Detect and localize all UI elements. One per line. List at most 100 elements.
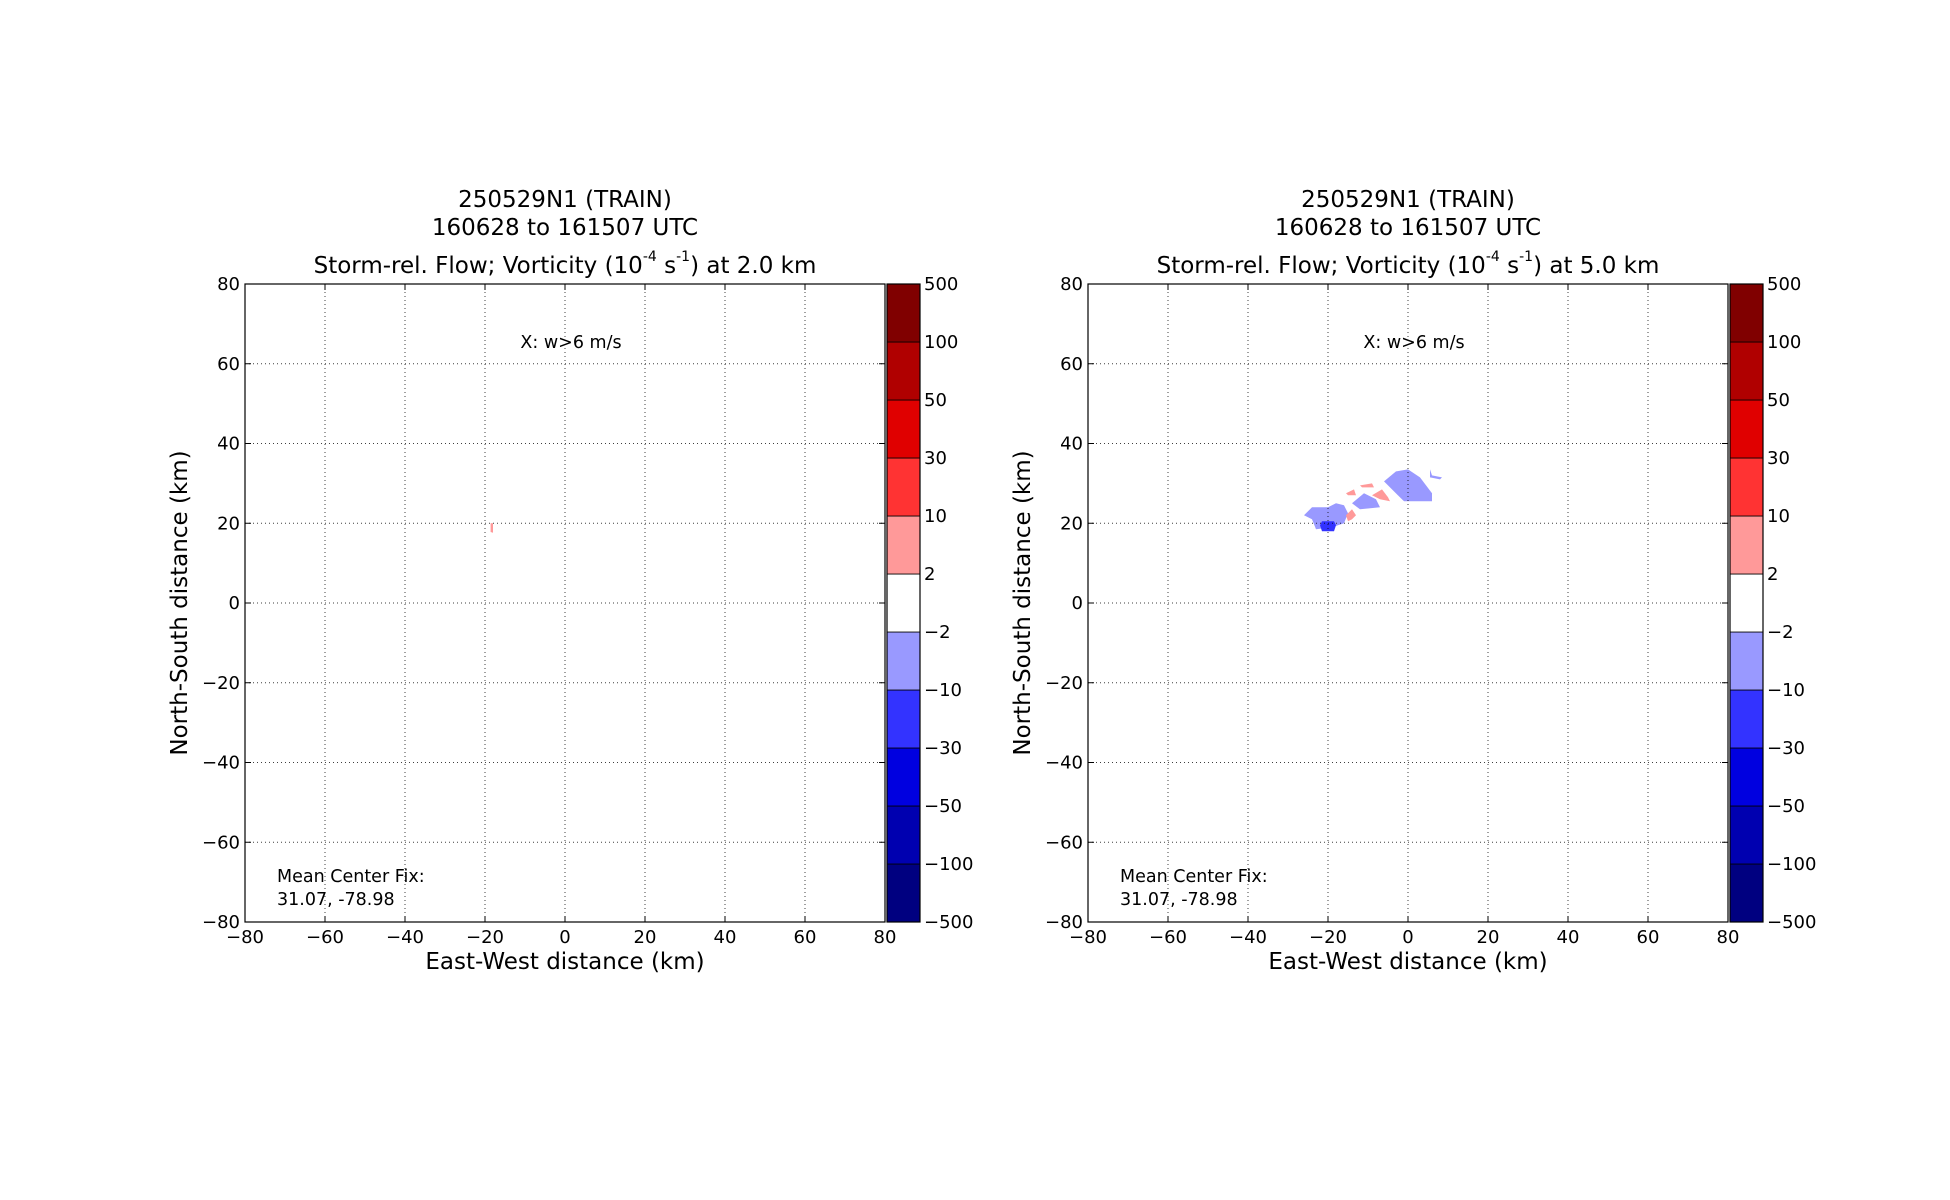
title-mid: s (656, 253, 677, 279)
colorbar-segment (886, 457, 921, 517)
title-prefix: Storm-rel. Flow; Vorticity (10 (1156, 253, 1486, 279)
y-tick-label: 60 (217, 354, 240, 375)
y-tick-label: −80 (202, 912, 240, 933)
colorbar-segment (886, 863, 921, 923)
annotation-center-fix: Mean Center Fix: (277, 867, 425, 887)
title-suffix: ) at 2.0 km (690, 253, 817, 279)
y-tick-label: 0 (229, 593, 240, 614)
chart-title-line3: Storm-rel. Flow; Vorticity (10-4 s-1) at… (1008, 249, 1808, 280)
x-tick-label: 80 (1717, 927, 1740, 948)
vorticity-region (1360, 483, 1374, 488)
y-tick-label: −60 (202, 832, 240, 853)
y-tick-label: 0 (1072, 593, 1083, 614)
x-tick-label: 60 (1637, 927, 1660, 948)
colorbar-tick-label: 50 (924, 390, 947, 411)
annotation-center-fix: 31.07, -78.98 (277, 890, 395, 910)
colorbar-segment (1729, 747, 1764, 807)
colorbar-segment (1729, 805, 1764, 865)
colorbar-tick-label: 30 (1767, 448, 1790, 469)
colorbar-segment (886, 573, 921, 633)
colorbar-tick-label: −100 (924, 854, 973, 875)
x-tick-label: −60 (306, 927, 344, 948)
colorbar-segment (886, 341, 921, 401)
x-tick-label: 80 (874, 927, 897, 948)
x-tick-label: −20 (1309, 927, 1347, 948)
vorticity-region (1320, 521, 1336, 532)
colorbar-segment (1729, 457, 1764, 517)
colorbar-tick-label: 100 (1767, 332, 1801, 353)
colorbar-segment (1729, 515, 1764, 575)
colorbar-segment (886, 747, 921, 807)
panel-right: 250529N1 (TRAIN) 160628 to 161507 UTC St… (843, 0, 1818, 1200)
chart-title-line2: 160628 to 161507 UTC (1274, 215, 1542, 241)
colorbar-tick-label: 10 (924, 506, 947, 527)
vorticity-region (490, 523, 493, 533)
colorbar-tick-label: 2 (1767, 564, 1778, 585)
y-tick-label: 80 (1060, 274, 1083, 295)
colorbar-frame (886, 283, 921, 923)
colorbar-tick-label: −100 (1767, 854, 1816, 875)
chart-title-line2: 160628 to 161507 UTC (431, 215, 699, 241)
colorbar-tick-label: 2 (924, 564, 935, 585)
x-tick-label: 60 (794, 927, 817, 948)
y-tick-label: 40 (1060, 434, 1083, 455)
colorbar-tick-label: −500 (1767, 912, 1816, 933)
colorbar-frame (1729, 283, 1764, 923)
y-tick-label: 80 (217, 274, 240, 295)
colorbar-segment (1729, 863, 1764, 923)
colorbar-tick-label: 10 (1767, 506, 1790, 527)
y-tick-label: 20 (217, 513, 240, 534)
y-tick-label: −40 (202, 753, 240, 774)
vorticity-region (1346, 509, 1356, 522)
colorbar-segment (886, 515, 921, 575)
x-tick-label: 20 (1477, 927, 1500, 948)
annotation-w-threshold: X: w>6 m/s (520, 333, 621, 353)
y-tick-label: −60 (1045, 832, 1083, 853)
chart-title-line1: 250529N1 (TRAIN) (458, 187, 672, 213)
colorbar-tick-label: −30 (924, 738, 962, 759)
colorbar-tick-label: −2 (1767, 622, 1794, 643)
annotation-center-fix: Mean Center Fix: (1120, 867, 1268, 887)
title-exponent-2: -1 (676, 249, 691, 265)
colorbar-segment (1729, 573, 1764, 633)
x-tick-label: 40 (714, 927, 737, 948)
y-tick-label: −20 (1045, 673, 1083, 694)
annotation-w-threshold: X: w>6 m/s (1363, 333, 1464, 353)
y-tick-label: 40 (217, 434, 240, 455)
colorbar-segment (1729, 341, 1764, 401)
vorticity-plot: −80 −60 −40 −20 0 20 40 60 80 −80 −60 −40 −20 0 20 40 60… (1010, 274, 1816, 975)
x-axis-label: East-West distance (km) (1268, 949, 1547, 975)
x-axis-label: East-West distance (km) (425, 949, 704, 975)
x-tick-label: −40 (386, 927, 424, 948)
title-exponent-2: -1 (1519, 249, 1534, 265)
vorticity-region (1430, 469, 1442, 480)
x-tick-label: −40 (1229, 927, 1267, 948)
colorbar-tick-label: 500 (924, 274, 958, 295)
colorbar-tick-label: −10 (924, 680, 962, 701)
y-tick-label: −40 (1045, 753, 1083, 774)
colorbar-tick-label: −50 (924, 796, 962, 817)
colorbar-tick-label: −30 (1767, 738, 1805, 759)
x-tick-label: 40 (1557, 927, 1580, 948)
colorbar-segment (1729, 689, 1764, 749)
vorticity-region (1352, 493, 1380, 510)
y-tick-label: 60 (1060, 354, 1083, 375)
colorbar-tick-label: 500 (1767, 274, 1801, 295)
chart-title-line3: Storm-rel. Flow; Vorticity (10-4 s-1) at… (165, 249, 965, 280)
title-exponent-1: -4 (1485, 249, 1500, 265)
vorticity-region (1346, 489, 1356, 496)
x-tick-label: 20 (634, 927, 657, 948)
panel-left: 250529N1 (TRAIN) 160628 to 161507 UTC St… (165, 187, 973, 975)
colorbar-tick-label: 30 (924, 448, 947, 469)
title-prefix: Storm-rel. Flow; Vorticity (10 (313, 253, 643, 279)
annotation-center-fix: 31.07, -78.98 (1120, 890, 1238, 910)
vorticity-region (1384, 469, 1432, 502)
colorbar-tick-label: −2 (924, 622, 951, 643)
x-tick-label: −20 (466, 927, 504, 948)
colorbar-tick-label: 50 (1767, 390, 1790, 411)
x-tick-label: 0 (1402, 927, 1413, 948)
colorbar-tick-label: −50 (1767, 796, 1805, 817)
vorticity-region (1304, 503, 1348, 530)
colorbar-segment (1729, 399, 1764, 459)
